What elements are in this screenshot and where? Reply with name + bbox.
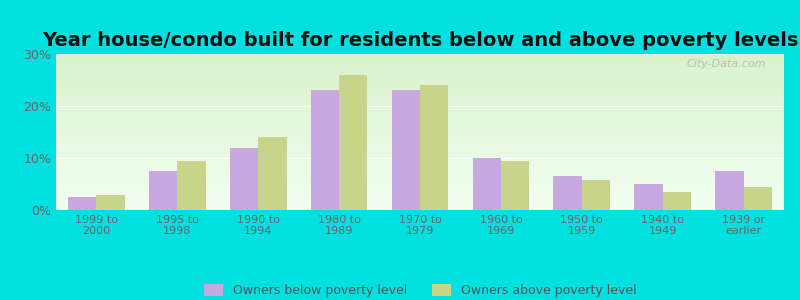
Bar — [420, 85, 448, 210]
Bar — [258, 137, 286, 210]
Bar — [68, 197, 97, 210]
Title: Year house/condo built for residents below and above poverty levels: Year house/condo built for residents bel… — [42, 31, 798, 50]
Bar — [149, 171, 178, 210]
Bar — [339, 75, 367, 210]
Bar — [582, 180, 610, 210]
Bar — [230, 148, 258, 210]
Bar — [662, 192, 691, 210]
Bar — [501, 160, 530, 210]
Bar — [178, 160, 206, 210]
Bar — [715, 171, 743, 210]
Legend: Owners below poverty level, Owners above poverty level: Owners below poverty level, Owners above… — [204, 284, 636, 297]
Bar — [97, 195, 125, 210]
Bar — [473, 158, 501, 210]
Bar — [392, 90, 420, 210]
Text: City-Data.com: City-Data.com — [686, 59, 766, 69]
Bar — [634, 184, 662, 210]
Bar — [311, 90, 339, 210]
Bar — [554, 176, 582, 210]
Bar — [743, 187, 772, 210]
